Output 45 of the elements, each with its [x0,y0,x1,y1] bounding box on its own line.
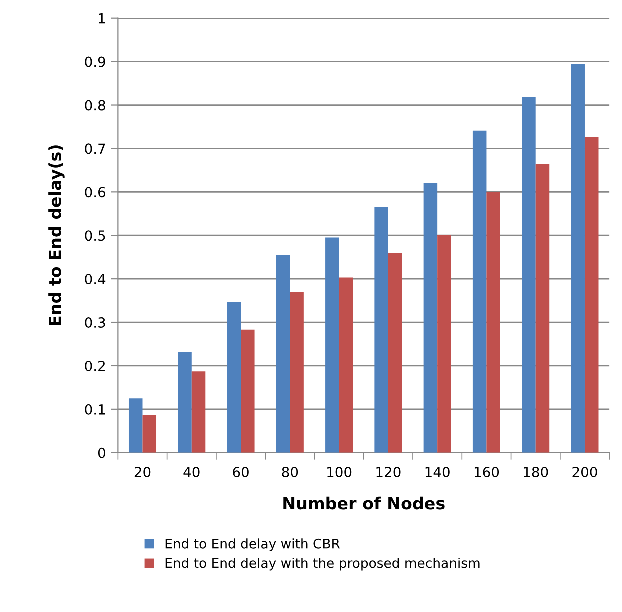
bar [290,292,304,453]
bar [142,415,157,453]
x-tick-label: 160 [474,467,500,478]
y-tick-label: 0.1 [85,404,106,415]
x-tick-label: 180 [524,467,548,478]
bar [388,253,402,453]
y-axis-title: End to End delay(s) [48,146,65,326]
x-tick-label: 200 [572,467,598,478]
bar [438,235,452,453]
bar [424,183,438,453]
x-axis-title: Number of Nodes [284,496,445,510]
bar [326,238,340,453]
bar [178,352,192,453]
bar [241,330,255,453]
x-tick-label: 120 [376,467,401,478]
bar [486,192,500,453]
y-tick-label: 0.5 [85,230,106,242]
y-tick-label: 0.3 [85,317,106,328]
y-tick-label: 0.9 [85,56,106,68]
x-tick-label: 60 [233,467,249,478]
bar [276,255,290,453]
x-tick-label: 100 [328,467,352,478]
bar [472,130,487,453]
y-tick-label: 0.6 [85,187,106,198]
x-tick-label: 140 [426,467,450,478]
bar [339,278,354,453]
bar [128,398,143,453]
bar [584,137,599,453]
bar [536,164,550,453]
legend-label: End to End delay with CBR [166,538,340,552]
bar [374,207,388,453]
bar [571,64,585,453]
x-tick-label: 20 [134,467,151,478]
y-tick-label: 0 [98,448,106,458]
y-tick-label: 1 [99,14,106,24]
y-tick-label: 0.8 [85,100,106,111]
legend-label: End to End delay with the proposed mechanism [166,558,480,571]
x-tick-label: 40 [184,467,200,478]
x-tick-label: 80 [282,467,298,478]
bar [522,97,536,453]
bar [192,372,206,453]
y-tick-label: 0.4 [85,274,106,285]
y-tick-label: 0.7 [85,144,106,154]
y-tick-label: 0.2 [85,360,105,372]
bar [227,302,242,453]
